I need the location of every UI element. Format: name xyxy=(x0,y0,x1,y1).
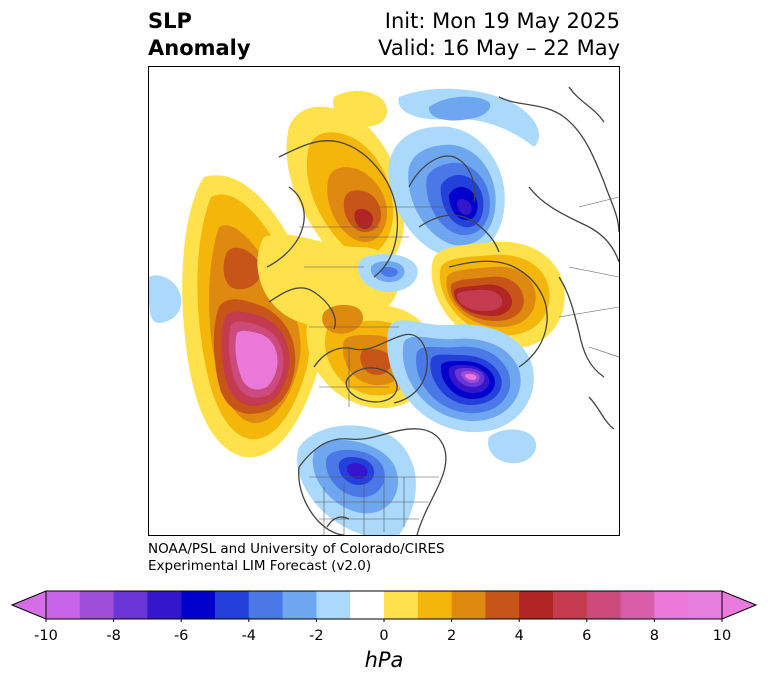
colorbar-segment xyxy=(620,591,655,619)
title-variable-line2: Anomaly xyxy=(148,36,251,60)
russia-high xyxy=(431,241,565,349)
credit-line1: NOAA/PSL and University of Colorado/CIRE… xyxy=(148,541,445,557)
colorbar-extend-low xyxy=(10,590,47,620)
colorbar-segment xyxy=(485,591,520,619)
plot-title: SLP Anomaly xyxy=(148,8,251,62)
anomaly-contours xyxy=(149,86,619,535)
colorbar-tick-label: -4 xyxy=(241,628,257,644)
credit-text: NOAA/PSL and University of Colorado/CIRE… xyxy=(148,541,445,575)
colorbar-segment xyxy=(519,591,554,619)
colorbar-segment xyxy=(248,591,284,619)
colorbar-ticks xyxy=(45,619,723,622)
plot-dates: Init: Mon 19 May 2025 Valid: 16 May – 22… xyxy=(378,8,620,62)
colorbar-segment xyxy=(79,591,115,619)
valid-range: Valid: 16 May – 22 May xyxy=(378,36,620,60)
title-variable-line1: SLP xyxy=(148,9,192,33)
siberia-high xyxy=(286,90,405,276)
credit-line2: Experimental LIM Forecast (v2.0) xyxy=(148,558,372,574)
colorbar-tick-label: 2 xyxy=(446,628,457,644)
colorbar-tick-label: -6 xyxy=(173,628,189,644)
colorbar-tick-label: 8 xyxy=(649,628,659,644)
colorbar-segment xyxy=(688,591,723,619)
political-borders xyxy=(299,196,619,535)
colorbar-segment xyxy=(384,591,419,619)
colorbar-tick-label: 10 xyxy=(712,628,732,644)
us-low xyxy=(297,425,537,535)
colorbar-tick-label: -10 xyxy=(34,628,58,644)
colorbar-segment xyxy=(46,591,81,619)
colorbar-segment xyxy=(553,591,588,619)
colorbar-tick-label: -8 xyxy=(106,628,121,644)
colorbar-segments xyxy=(46,591,723,619)
colorbar-segment xyxy=(451,591,486,619)
colorbar-segment xyxy=(417,591,453,619)
colorbar-segment xyxy=(654,591,689,619)
init-date: Init: Mon 19 May 2025 xyxy=(384,9,620,33)
colorbar-tick-label: -2 xyxy=(309,628,324,644)
colorbar-segment xyxy=(147,591,182,619)
colorbar-segment xyxy=(113,591,148,619)
scandinavian-low xyxy=(358,88,540,292)
colorbar-tick-label: 6 xyxy=(582,628,592,644)
colorbar-segment xyxy=(350,591,385,619)
colorbar-segment xyxy=(282,591,317,619)
atlantic-low xyxy=(387,320,534,433)
colorbar-segment xyxy=(586,591,622,619)
map-panel xyxy=(148,66,620,536)
colorbar-extend-high xyxy=(721,590,758,620)
colorbar-unit: hPa xyxy=(364,648,404,672)
colorbar-tick-label: 4 xyxy=(514,628,524,644)
colorbar-tick-label: 0 xyxy=(379,628,389,644)
colorbar-segment xyxy=(316,591,351,619)
coastlines xyxy=(266,86,619,535)
colorbar-segment xyxy=(181,591,216,619)
colorbar xyxy=(10,590,758,622)
colorbar-segment xyxy=(215,591,250,619)
anomaly-map xyxy=(149,86,619,535)
